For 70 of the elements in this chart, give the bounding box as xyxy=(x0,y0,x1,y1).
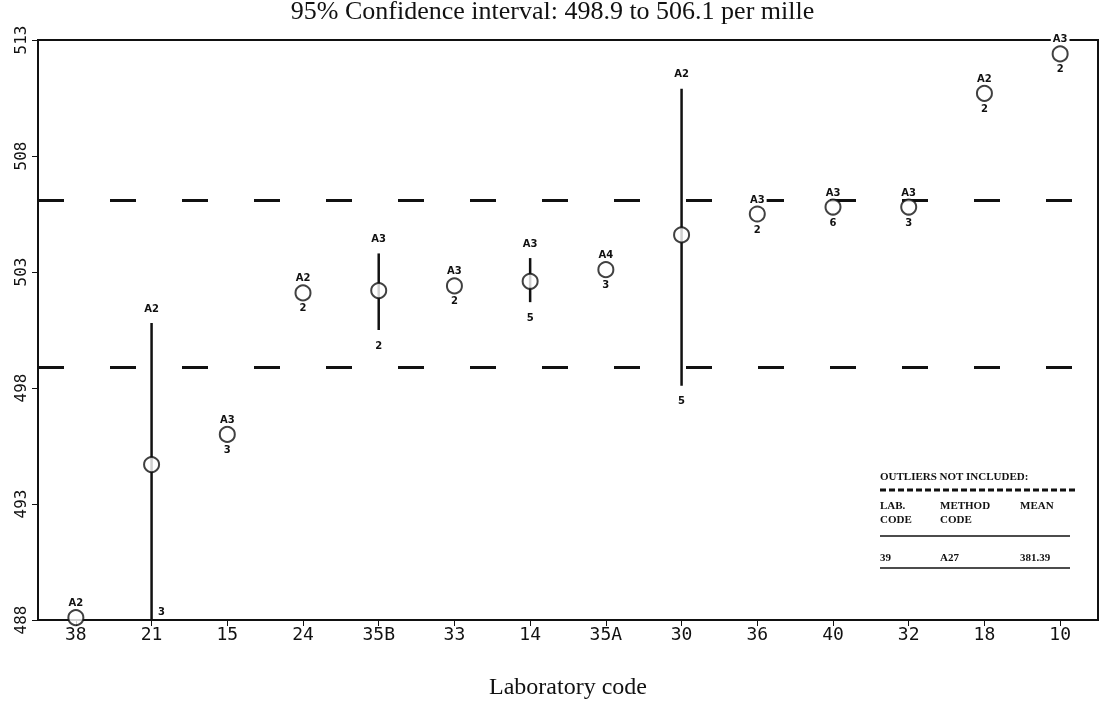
x-tick-label: 35B xyxy=(362,622,395,644)
annotation: 3 xyxy=(158,605,166,617)
y-tick-label: 488 xyxy=(10,605,30,635)
y-tick-label: 503 xyxy=(10,257,30,287)
annotation: 2 xyxy=(753,223,761,235)
x-axis-title: Laboratory code xyxy=(489,673,647,699)
annotation: A3 xyxy=(1052,33,1068,45)
point xyxy=(597,261,615,279)
annotation: 3 xyxy=(602,279,610,291)
annotation: OUTLIERS NOT INCLUDED: xyxy=(880,469,1029,482)
point xyxy=(294,284,312,302)
annotation: 6 xyxy=(829,216,837,228)
point xyxy=(975,84,993,102)
x-tick-label: 40 xyxy=(822,622,844,644)
point xyxy=(370,282,388,300)
point xyxy=(521,272,539,290)
y-tick-label: 508 xyxy=(10,141,30,171)
x-tick-label: 30 xyxy=(670,622,693,644)
point xyxy=(1051,45,1069,63)
annotation: A4 xyxy=(598,249,614,261)
annotation: A3 xyxy=(901,186,917,198)
annotation: A3 xyxy=(825,186,841,198)
x-tick-label: 14 xyxy=(519,622,541,644)
annotation: A3 xyxy=(219,413,235,425)
x-tick-label: 21 xyxy=(140,622,163,644)
annotation: A2 xyxy=(68,597,84,609)
annotation: 3 xyxy=(905,216,913,228)
point xyxy=(900,198,918,216)
annotation: A3 xyxy=(447,265,462,277)
annotation: LAB. CODE xyxy=(880,499,912,525)
annotation: 5 xyxy=(678,395,686,407)
y-tick-label: 513 xyxy=(10,25,30,55)
point xyxy=(218,425,236,443)
x-tick-label: 32 xyxy=(897,622,920,644)
annotation: 2 xyxy=(450,295,458,307)
x-tick-label: 38 xyxy=(65,622,87,644)
annotation: 5 xyxy=(526,311,534,323)
point xyxy=(143,456,161,474)
annotation: A2 xyxy=(144,302,159,314)
y-tick-label: 498 xyxy=(10,373,30,403)
x-tick-label: 18 xyxy=(973,622,996,644)
point xyxy=(824,198,842,216)
point xyxy=(445,277,463,295)
annotation: METHOD CODE xyxy=(940,499,993,525)
x-tick-label: 35A xyxy=(589,622,623,644)
annotation: A3 xyxy=(749,193,765,205)
annotation: 381.39 xyxy=(1020,551,1051,563)
annotation: 3 xyxy=(223,443,231,455)
annotation: A2 xyxy=(295,272,311,284)
point xyxy=(748,205,766,223)
x-tick-label: 33 xyxy=(443,622,466,644)
annotation: 2 xyxy=(980,102,988,114)
annotation: A2 xyxy=(674,68,689,80)
chart-title: 95% Confidence interval: 498.9 to 506.1 per mille xyxy=(290,0,815,25)
x-tick-label: 36 xyxy=(746,622,769,644)
annotation: 2 xyxy=(299,302,307,314)
annotation: A3 xyxy=(522,237,538,249)
annotation: A27 xyxy=(940,551,960,563)
annotation: 2 xyxy=(375,339,383,351)
x-tick-label: 10 xyxy=(1049,622,1071,644)
x-tick-label: 15 xyxy=(216,622,239,644)
x-tick-label: 24 xyxy=(292,622,314,644)
point xyxy=(673,226,691,244)
annotation: 39 xyxy=(880,551,892,563)
annotation: A3 xyxy=(371,232,387,244)
annotation: 2 xyxy=(1056,63,1064,75)
annotation: MEAN xyxy=(1020,499,1054,511)
point xyxy=(67,609,85,627)
y-tick-label: 493 xyxy=(10,489,30,519)
annotation: A2 xyxy=(977,72,992,84)
